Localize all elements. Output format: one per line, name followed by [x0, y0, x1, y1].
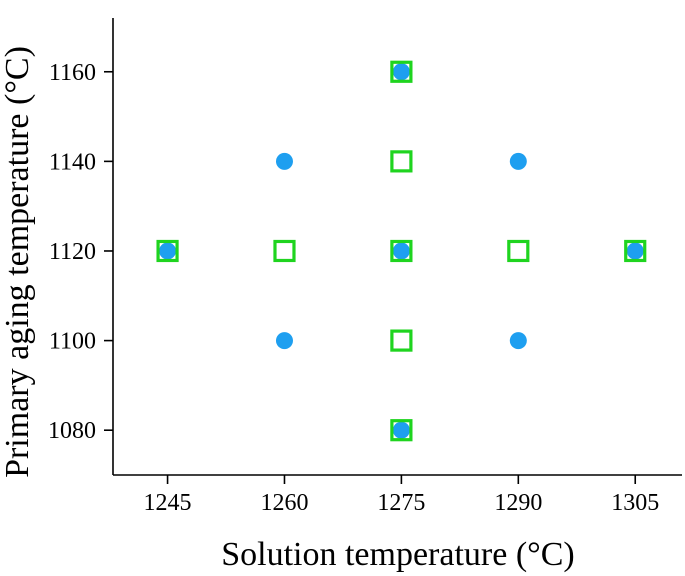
- square-point: [624, 239, 647, 263]
- x-tick-label: 1260: [260, 490, 308, 516]
- circle-point: [275, 152, 293, 170]
- y-tick-label: 1140: [49, 149, 96, 175]
- square-point: [390, 329, 413, 352]
- square-point: [390, 60, 413, 83]
- y-ticks: 1080 1100 1120 1140 1160: [48, 60, 113, 444]
- x-tick-label: 1245: [144, 490, 192, 516]
- circle-point: [275, 332, 293, 350]
- y-tick-label: 1160: [49, 60, 96, 86]
- circle-point: [159, 242, 177, 260]
- axes: [112, 18, 682, 476]
- y-tick-label: 1100: [49, 329, 96, 355]
- circle-point: [392, 421, 410, 439]
- square-point: [390, 150, 413, 173]
- y-tick-label: 1080: [48, 418, 96, 444]
- y-axis-title: Primary aging temperature (°C): [0, 46, 36, 478]
- square-point: [390, 419, 413, 442]
- y-tick-label: 1120: [49, 239, 96, 265]
- x-tick-label: 1305: [611, 490, 659, 516]
- x-tick-label: 1275: [377, 490, 425, 516]
- square-point: [507, 239, 530, 263]
- circle-point: [392, 63, 410, 81]
- x-axis-title: Solution temperature (°C): [221, 536, 575, 573]
- circle-point: [509, 332, 527, 350]
- square-point: [273, 239, 296, 263]
- square-point: [156, 239, 179, 263]
- circle-point: [626, 242, 644, 260]
- x-tick-label: 1290: [494, 490, 542, 516]
- circle-point: [392, 242, 410, 260]
- circle-point: [509, 152, 527, 170]
- square-point: [390, 239, 413, 263]
- x-ticks: 1245 1260 1275 1290 1305: [144, 475, 659, 516]
- points-layer: [156, 60, 647, 442]
